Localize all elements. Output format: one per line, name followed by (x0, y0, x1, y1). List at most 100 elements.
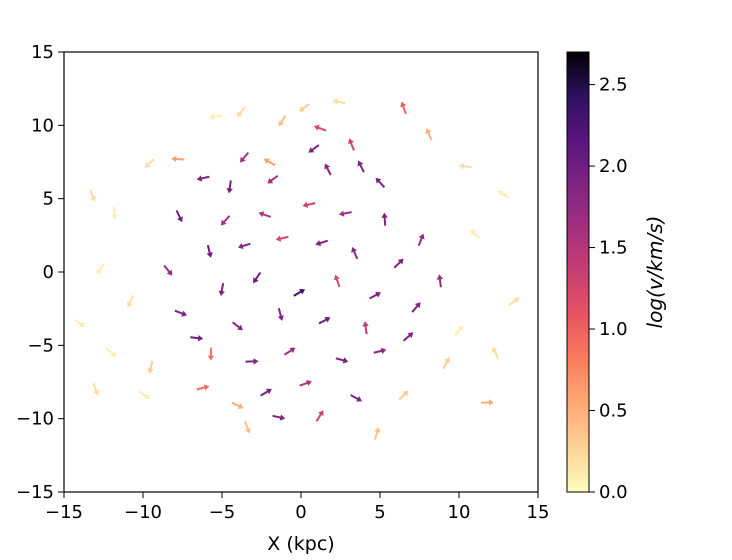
velocity-arrow (332, 98, 346, 105)
velocity-arrow (480, 399, 494, 406)
colorbar-tick-label: 2.5 (599, 75, 628, 96)
velocity-arrow (315, 410, 324, 422)
velocity-arrow (96, 263, 105, 275)
velocity-arrow (417, 233, 425, 247)
velocity-arrow (458, 163, 472, 170)
colorbar (566, 51, 590, 493)
velocity-arrow (398, 390, 409, 401)
x-tick-label: 0 (295, 502, 306, 523)
velocity-arrow (283, 347, 296, 356)
velocity-arrow (277, 307, 284, 321)
velocity-arrow (362, 321, 369, 335)
x-tick-label: −10 (124, 502, 162, 523)
velocity-arrow (299, 379, 312, 387)
velocity-arrow (92, 382, 100, 396)
y-tick-label: 10 (31, 115, 54, 136)
velocity-arrow (381, 212, 388, 226)
velocity-arrow (402, 332, 414, 342)
velocity-arrow (73, 318, 86, 327)
velocity-arrow (351, 246, 359, 260)
x-tick-label: 15 (527, 502, 550, 523)
velocity-arrow (411, 302, 421, 313)
velocity-arrow (267, 174, 279, 184)
colorbar-ticks: 0.0 0.5 1.0 1.5 2.0 2.5 (589, 75, 628, 503)
velocity-arrow (324, 163, 332, 176)
y-axis: −15 −10 −5 0 5 10 15 (16, 42, 64, 503)
velocity-arrow (89, 189, 96, 202)
velocity-arrow (508, 297, 520, 307)
velocity-arrow (190, 334, 204, 342)
velocity-arrow (350, 394, 363, 402)
velocity-arrow (196, 175, 210, 182)
velocity-arrow (338, 210, 352, 217)
velocity-arrow (218, 283, 225, 296)
colorbar-tick-label: 2.0 (599, 156, 628, 177)
colorbar-tick-label: 1.5 (599, 238, 628, 259)
velocity-arrow (232, 321, 243, 331)
velocity-arrow (253, 271, 262, 284)
velocity-arrow (373, 347, 387, 354)
y-tick-label: −10 (16, 409, 54, 430)
velocity-arrow (239, 151, 250, 163)
velocity-arrow (393, 258, 404, 269)
velocity-arrow (144, 158, 155, 168)
x-tick-label: −15 (45, 502, 83, 523)
colorbar-tick-label: 0.5 (599, 401, 628, 422)
y-tick-label: −5 (27, 335, 54, 356)
y-tick-label: 15 (31, 42, 54, 63)
velocity-arrow (357, 160, 365, 173)
arrow-layer (73, 98, 520, 440)
velocity-arrow (335, 357, 349, 364)
velocity-arrow (497, 190, 510, 199)
velocity-arrow (374, 427, 381, 440)
velocity-arrow (111, 206, 118, 220)
velocity-arrow (369, 291, 381, 300)
velocity-arrow (220, 215, 231, 226)
velocity-arrow (147, 360, 154, 374)
velocity-arrow (243, 421, 251, 434)
y-tick-label: −15 (16, 482, 54, 503)
velocity-arrow (209, 113, 223, 120)
velocity-arrow (275, 235, 289, 242)
velocity-arrow (105, 347, 117, 357)
velocity-arrow (226, 180, 233, 194)
velocity-arrow (293, 289, 306, 297)
velocity-arrow (138, 390, 150, 399)
velocity-arrow (375, 177, 386, 188)
colorbar-tick-label: 1.0 (599, 319, 628, 340)
velocity-arrow (245, 358, 259, 365)
velocity-arrow (272, 414, 286, 421)
velocity-arrow (278, 114, 287, 127)
colorbar-label: log(v/km/s) (643, 216, 667, 329)
velocity-arrow (163, 264, 173, 276)
velocity-arrow (207, 347, 215, 361)
velocity-arrow (302, 201, 316, 208)
velocity-arrow (206, 244, 213, 258)
x-axis-label: X (kpc) (267, 533, 334, 555)
velocity-arrow (174, 309, 187, 317)
velocity-arrow (400, 101, 407, 115)
plot-frame (63, 51, 539, 493)
velocity-arrow (333, 274, 341, 288)
velocity-arrow (425, 128, 433, 141)
x-tick-label: 10 (448, 502, 471, 523)
x-axis: −15 −10 −5 0 5 10 15 (45, 492, 549, 523)
velocity-arrow (453, 325, 464, 337)
velocity-arrow (126, 295, 134, 308)
x-tick-label: −5 (209, 502, 236, 523)
velocity-arrow (260, 388, 272, 397)
velocity-arrow (308, 144, 320, 153)
velocity-arrow (237, 242, 251, 250)
x-tick-label: 5 (374, 502, 385, 523)
velocity-arrow (313, 124, 327, 132)
y-tick-label: 0 (43, 262, 54, 283)
velocity-arrow (348, 138, 355, 151)
velocity-arrow (298, 103, 311, 112)
velocity-arrow (171, 155, 185, 163)
velocity-arrow (231, 401, 244, 410)
y-tick-label: 5 (43, 189, 54, 210)
velocity-arrow (175, 209, 183, 223)
velocity-arrow (318, 316, 331, 325)
